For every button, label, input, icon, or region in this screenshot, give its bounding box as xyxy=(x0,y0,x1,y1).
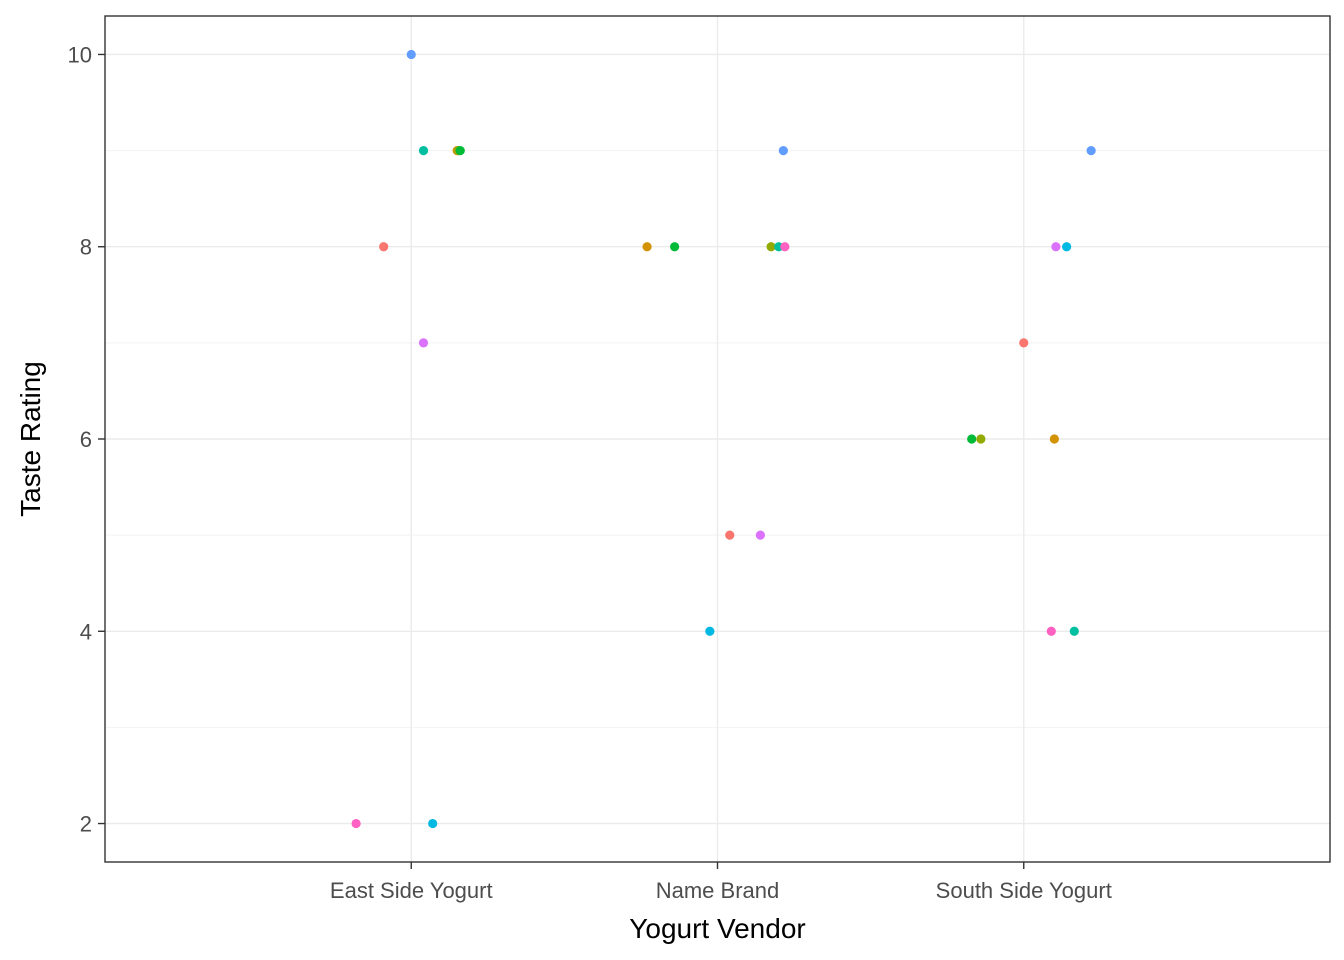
data-point xyxy=(379,242,389,252)
data-point xyxy=(725,530,735,540)
data-point xyxy=(351,818,361,829)
data-point xyxy=(780,242,790,252)
data-point xyxy=(1049,434,1059,444)
data-point xyxy=(1046,626,1056,636)
data-point xyxy=(418,338,429,348)
grid-lines xyxy=(105,16,1330,862)
y-tick-label: 6 xyxy=(80,427,92,452)
x-axis-title: Yogurt Vendor xyxy=(629,913,805,944)
data-point xyxy=(1062,242,1072,252)
data-point xyxy=(642,242,652,252)
y-tick-label: 8 xyxy=(80,235,92,260)
data-points xyxy=(351,49,1096,829)
y-tick-label: 10 xyxy=(68,42,92,67)
y-tick-label: 4 xyxy=(80,619,92,644)
data-point xyxy=(406,49,416,60)
x-tick-label: Name Brand xyxy=(656,878,780,903)
data-point xyxy=(455,145,465,156)
data-point xyxy=(967,434,977,444)
data-point xyxy=(418,145,429,156)
data-point xyxy=(755,530,765,540)
x-tick-label: South Side Yogurt xyxy=(936,878,1112,903)
x-tick-label: East Side Yogurt xyxy=(330,878,493,903)
data-point xyxy=(1051,242,1061,252)
data-point xyxy=(670,242,680,252)
data-point xyxy=(428,818,438,829)
data-point xyxy=(766,242,776,252)
data-point xyxy=(778,145,788,156)
data-point xyxy=(1086,145,1096,156)
y-axis-title: Taste Rating xyxy=(15,361,46,517)
axes: 2 4 6 8 10 East Side Yogurt Name Brand South Si… xyxy=(68,42,1112,903)
y-tick-label: 2 xyxy=(80,812,92,837)
data-point xyxy=(705,626,715,636)
data-point xyxy=(1019,338,1029,348)
data-point xyxy=(976,434,986,444)
data-point xyxy=(1069,626,1079,636)
